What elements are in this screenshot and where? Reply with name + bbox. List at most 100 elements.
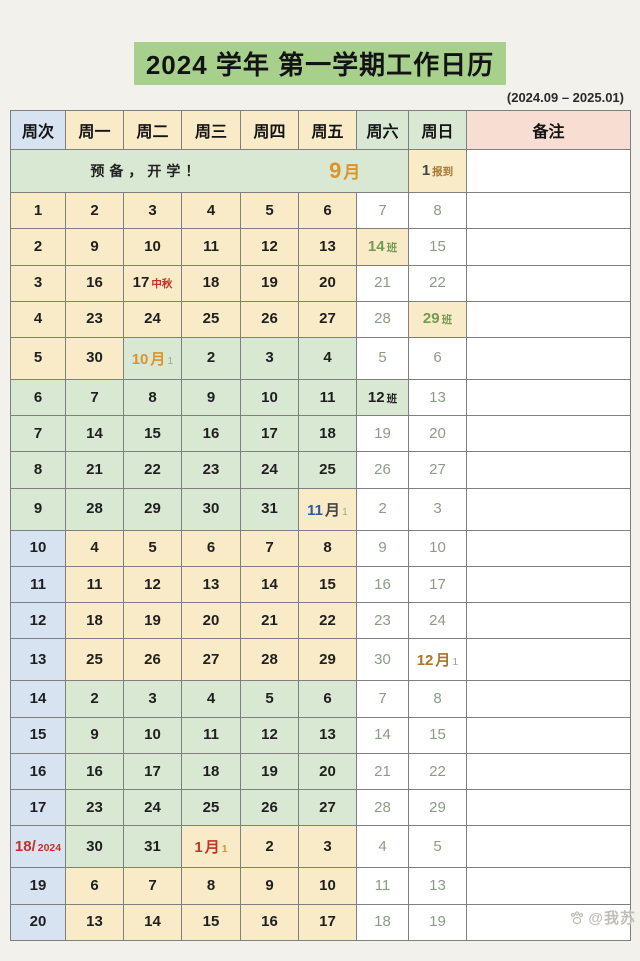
- cell-text: 2: [378, 500, 387, 518]
- week-row-6: 6 7 8 9 10 11 12 班 13: [10, 378, 631, 417]
- day-cell: 29: [123, 487, 182, 531]
- day-cell: 7: [356, 680, 409, 718]
- cell-text: 24: [144, 798, 161, 816]
- day-cell: 25: [181, 300, 241, 339]
- cell-text: 22: [319, 611, 336, 629]
- week-row-10: 10 4 5 6 7 8 9 10: [10, 529, 631, 567]
- day-cell: 19: [240, 264, 299, 302]
- cell-text: 27: [319, 310, 336, 328]
- cell-text: 13: [202, 575, 220, 593]
- day-cell: 30: [65, 337, 124, 380]
- cell-text: 30: [202, 500, 220, 518]
- cell-text: 18: [86, 611, 103, 629]
- week-number-cell: 16: [10, 752, 66, 791]
- cell-text: 13: [319, 237, 336, 255]
- day-cell: 14 班: [356, 228, 409, 266]
- cell-text: 2: [90, 690, 99, 708]
- week-number-cell: 10: [10, 529, 66, 567]
- day-cell: 12 班: [356, 378, 409, 417]
- cell-text: 22: [429, 762, 446, 780]
- day-cell: 6: [298, 680, 357, 718]
- day-cell: 8: [123, 378, 182, 417]
- week-row-18: 18/2024 30 31 1 月 1 2 3 4 5: [10, 825, 631, 869]
- day-cell: 15: [298, 565, 357, 604]
- day-cell: 3: [240, 337, 299, 380]
- cell-text: 18/: [14, 837, 36, 855]
- cell-text: 17: [29, 798, 47, 816]
- day-cell: 5: [240, 680, 299, 718]
- cell-text: 班: [386, 392, 398, 405]
- cell-text: 9: [378, 539, 387, 557]
- week-number-cell: 3: [10, 264, 66, 302]
- remark-cell: [466, 378, 631, 417]
- cell-text: 14: [367, 237, 385, 255]
- week-row-13: 13 25 26 27 28 29 30 12 月 1: [10, 638, 631, 682]
- cell-text: 29: [422, 310, 440, 328]
- cell-text: 5: [378, 349, 387, 367]
- day-cell: 29: [298, 638, 357, 682]
- day-cell: 11: [65, 565, 124, 604]
- remark-cell: [466, 752, 631, 791]
- week-number-cell: 12: [10, 602, 66, 640]
- day-cell: 31: [240, 487, 299, 531]
- cell-text: 10: [429, 539, 446, 557]
- day-cell: 12 月 1: [408, 638, 467, 682]
- cell-text: 4: [378, 837, 387, 855]
- cell-text: 16: [261, 913, 278, 931]
- cell-text: 6: [90, 877, 99, 894]
- remark-cell: [466, 789, 631, 827]
- cell-text: 11: [86, 575, 103, 593]
- cell-text: 7: [378, 201, 387, 219]
- cell-text: 11: [30, 575, 46, 593]
- day-cell: 11: [181, 716, 241, 754]
- day-cell: 23: [356, 602, 409, 640]
- cell-text: 月: [150, 350, 166, 368]
- cell-text: 15: [202, 913, 220, 931]
- header-row: 周次 周一 周二 周三 周四 周五 周六 周日 备注: [10, 110, 631, 150]
- day-cell: 31: [123, 825, 182, 869]
- day-cell: 19: [408, 903, 467, 942]
- cell-text: 8: [33, 461, 43, 479]
- cell-text: 26: [144, 650, 161, 668]
- week-number-cell: 17: [10, 789, 66, 827]
- day-cell: 26: [123, 638, 182, 682]
- day-cell: 2: [65, 680, 124, 718]
- cell-text: 28: [261, 650, 278, 668]
- day-cell: 5: [356, 337, 409, 380]
- remark-cell: [466, 487, 631, 531]
- cell-text: 10: [144, 237, 161, 255]
- week-row-9: 9 28 29 30 31 11 月 1 2 3: [10, 487, 631, 531]
- day-cell: 20: [298, 752, 357, 791]
- cell-text: 1: [452, 656, 459, 669]
- cell-text: 1: [167, 354, 174, 367]
- day-cell: 30: [181, 487, 241, 531]
- day-cell: 20: [298, 264, 357, 302]
- cell-text: 月: [435, 652, 451, 670]
- remark-cell: [466, 825, 631, 869]
- cell-text: 1: [342, 505, 348, 518]
- day-cell: 19: [123, 602, 182, 640]
- day-cell: 18: [181, 264, 241, 302]
- remark-cell: [466, 228, 631, 266]
- cell-text: 15: [29, 726, 47, 744]
- header-cell-week-no: 周次: [10, 110, 66, 150]
- cell-text: 24: [429, 611, 446, 629]
- cell-text: 29: [144, 500, 161, 518]
- day-cell: 2: [356, 487, 409, 531]
- cell-text: 30: [86, 349, 103, 367]
- cell-text: 8: [433, 690, 442, 708]
- day-cell: 4: [181, 680, 241, 718]
- cell-text: 3: [33, 274, 43, 292]
- cell-text: 27: [429, 461, 446, 479]
- cell-text: 12: [144, 575, 161, 593]
- cell-text: 11: [203, 237, 219, 255]
- day-cell: 28: [356, 789, 409, 827]
- day-cell: 20: [181, 602, 241, 640]
- cell-text: 16: [202, 424, 220, 442]
- cell-text: 月: [204, 839, 220, 857]
- day-cell: 22: [123, 451, 182, 489]
- day-cell: 10: [240, 378, 299, 417]
- cell-text: 11: [307, 501, 323, 519]
- title-bar: 2024 学年 第一学期工作日历: [0, 42, 640, 85]
